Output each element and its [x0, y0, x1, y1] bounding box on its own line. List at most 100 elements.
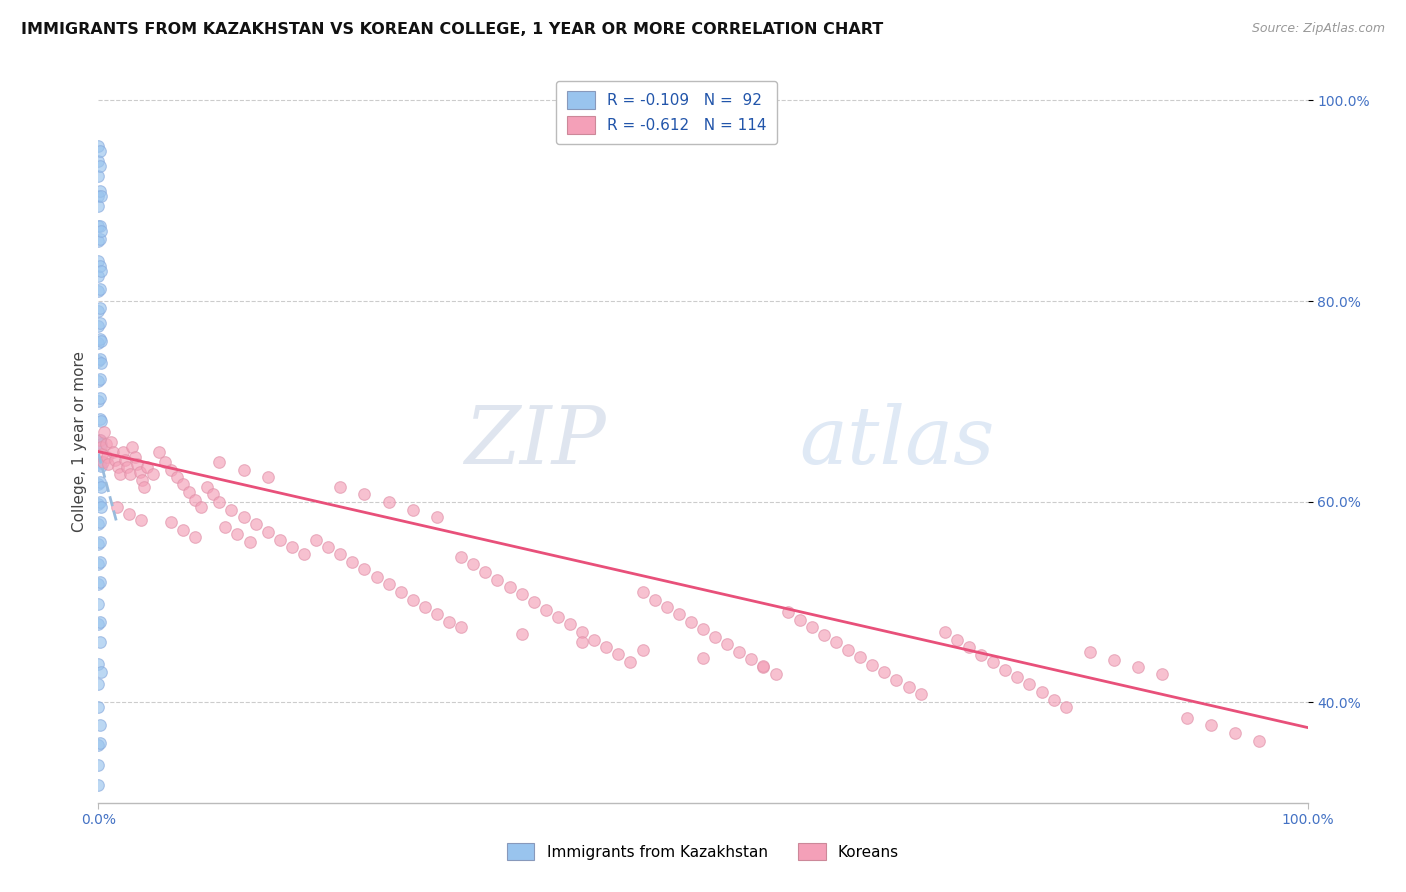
Point	[91, 454, 114, 468]
Point	[692, 622, 714, 636]
Point	[124, 450, 146, 464]
Point	[87, 497, 110, 511]
Point	[87, 778, 110, 792]
Text: Source: ZipAtlas.com: Source: ZipAtlas.com	[1251, 22, 1385, 36]
Point	[1128, 660, 1150, 674]
Point	[89, 555, 111, 569]
Point	[118, 507, 141, 521]
Point	[121, 440, 143, 454]
Point	[89, 282, 111, 296]
Point	[129, 513, 152, 527]
Point	[377, 494, 399, 508]
Point	[90, 356, 112, 370]
Point	[90, 458, 112, 473]
Point	[655, 600, 678, 615]
Point	[87, 677, 110, 691]
Point	[160, 462, 183, 476]
Legend: R = -0.109   N =  92, R = -0.612   N = 114: R = -0.109 N = 92, R = -0.612 N = 114	[557, 80, 778, 145]
Point	[134, 480, 156, 494]
Point	[89, 635, 111, 649]
Point	[450, 620, 472, 634]
Point	[886, 673, 908, 688]
Point	[789, 613, 811, 627]
Point	[342, 555, 364, 569]
Point	[87, 738, 110, 752]
Point	[90, 500, 112, 514]
Point	[1031, 685, 1053, 699]
Point	[87, 457, 110, 471]
Point	[377, 577, 399, 591]
Point	[111, 444, 134, 458]
Point	[245, 516, 267, 531]
Point	[90, 414, 112, 428]
Point	[87, 199, 110, 213]
Point	[89, 301, 111, 315]
Point	[558, 617, 581, 632]
Point	[89, 534, 111, 549]
Point	[89, 259, 111, 273]
Point	[87, 336, 110, 351]
Point	[534, 603, 557, 617]
Point	[87, 476, 110, 491]
Point	[172, 523, 194, 537]
Point	[402, 593, 425, 607]
Point	[87, 219, 110, 233]
Point	[89, 433, 111, 447]
Point	[934, 625, 956, 640]
Point	[269, 533, 291, 547]
Point	[740, 652, 762, 666]
Point	[316, 540, 339, 554]
Point	[450, 549, 472, 564]
Point	[87, 700, 110, 714]
Point	[90, 264, 112, 278]
Point	[1054, 700, 1077, 714]
Point	[87, 617, 110, 632]
Point	[256, 524, 278, 539]
Point	[87, 434, 110, 449]
Point	[108, 467, 131, 481]
Point	[87, 234, 110, 248]
Point	[93, 425, 115, 439]
Point	[195, 480, 218, 494]
Point	[153, 454, 176, 468]
Point	[232, 462, 254, 476]
Point	[89, 717, 111, 731]
Point	[89, 494, 111, 508]
Point	[571, 635, 593, 649]
Point	[87, 537, 110, 551]
Point	[329, 480, 352, 494]
Point	[87, 577, 110, 591]
Point	[89, 735, 111, 749]
Point	[101, 444, 124, 458]
Point	[90, 436, 112, 450]
Point	[716, 637, 738, 651]
Point	[97, 457, 120, 471]
Point	[166, 469, 188, 483]
Point	[1199, 717, 1222, 731]
Point	[1175, 710, 1198, 724]
Point	[117, 459, 139, 474]
Point	[800, 620, 823, 634]
Point	[402, 503, 425, 517]
Point	[90, 440, 112, 454]
Point	[765, 667, 787, 681]
Point	[873, 665, 896, 680]
Point	[89, 184, 111, 198]
Point	[87, 284, 110, 298]
Point	[127, 457, 149, 471]
Point	[849, 650, 872, 665]
Point	[87, 319, 110, 334]
Point	[208, 494, 231, 508]
Point	[910, 687, 932, 701]
Point	[89, 316, 111, 330]
Point	[87, 757, 110, 772]
Point	[87, 374, 110, 388]
Point	[292, 547, 315, 561]
Point	[131, 473, 153, 487]
Point	[498, 580, 520, 594]
Point	[353, 562, 375, 576]
Point	[510, 587, 533, 601]
Point	[89, 352, 111, 367]
Point	[837, 643, 859, 657]
Point	[90, 665, 112, 680]
